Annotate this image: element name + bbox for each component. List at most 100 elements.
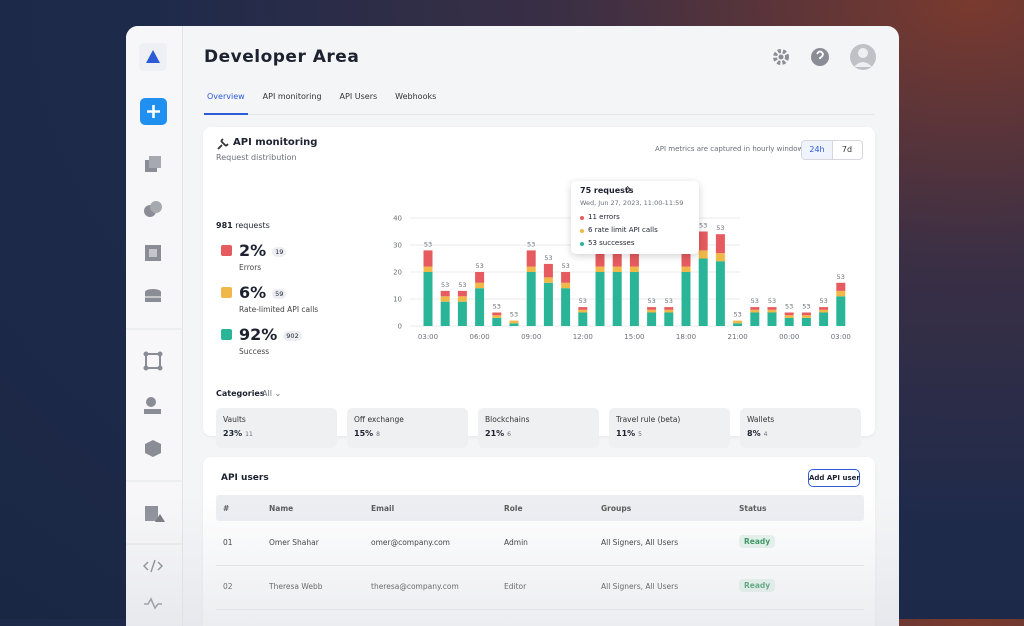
bar-top-label: 53 xyxy=(837,273,845,281)
bar-top-label: 53 xyxy=(493,303,501,311)
bar-top-label: 53 xyxy=(441,281,449,289)
category-count: 5 xyxy=(638,431,642,438)
bar-segment xyxy=(698,231,708,251)
stat-percent: 92% xyxy=(239,325,278,344)
range-option[interactable]: 24h xyxy=(802,141,833,159)
tab[interactable]: Overview xyxy=(204,92,248,115)
tooltip-date: Wed, Jun 27, 2023, 11:00-11:59 xyxy=(580,199,684,207)
bar-segment xyxy=(440,301,450,326)
tooltip: 75 requests Wed, Jun 27, 2023, 11:00-11:5… xyxy=(571,181,699,254)
bar-top-label: 53 xyxy=(716,224,724,232)
bar-segment xyxy=(475,288,485,326)
category-tile[interactable]: Wallets 8% 4 xyxy=(740,408,861,448)
bar-segment xyxy=(698,250,708,259)
bar-top-label: 53 xyxy=(579,297,587,305)
category-tile[interactable]: Blockchains 21% 6 xyxy=(478,408,599,448)
x-tick-label: 00:00 xyxy=(779,333,799,341)
category-stat: 11% 5 xyxy=(616,429,642,438)
bar-segment xyxy=(612,272,622,326)
column-header: Status xyxy=(739,504,767,513)
cell: Admin xyxy=(504,538,528,547)
table-row[interactable]: 01 Omer Shahar omer@company.com Admin All Si… xyxy=(216,521,864,566)
bar-segment xyxy=(836,290,846,297)
category-name: Off exchange xyxy=(354,415,404,424)
bar-segment xyxy=(578,312,588,326)
nav-icon[interactable] xyxy=(145,353,161,369)
category-tile[interactable]: Off exchange 15% 8 xyxy=(347,408,468,448)
x-tick-label: 18:00 xyxy=(676,333,696,341)
stat-check xyxy=(221,287,232,298)
sidebar xyxy=(126,26,183,626)
tab-bar: Overview API monitoring API Users Webhooks xyxy=(204,92,874,115)
bar-segment xyxy=(647,309,657,313)
x-tick-label: 03:00 xyxy=(418,333,438,341)
nav-icon[interactable] xyxy=(144,597,162,610)
plug-icon xyxy=(217,138,229,150)
tab[interactable]: Webhooks xyxy=(395,92,437,101)
category-name: Wallets xyxy=(747,415,775,424)
category-name: Blockchains xyxy=(485,415,530,424)
x-tick-label: 21:00 xyxy=(728,333,748,341)
stat-percent: 2% xyxy=(239,241,267,260)
nav-icon[interactable] xyxy=(146,397,156,407)
bar-segment xyxy=(440,290,450,297)
range-option[interactable]: 7d xyxy=(841,145,853,154)
bar-segment xyxy=(629,266,639,272)
tooltip-dot xyxy=(580,216,584,220)
cell: 01 xyxy=(223,538,233,547)
tooltip-dot xyxy=(580,229,584,233)
bar-segment xyxy=(612,253,622,267)
logo[interactable] xyxy=(146,50,160,63)
tooltip-item: 11 errors xyxy=(588,213,620,221)
category-percent: 11% xyxy=(616,429,636,438)
bar-segment xyxy=(801,317,811,326)
users-title: API users xyxy=(221,473,269,483)
category-percent: 8% xyxy=(747,429,761,438)
bar-segment xyxy=(801,312,811,316)
bar-segment xyxy=(595,266,605,272)
tab[interactable]: API monitoring xyxy=(262,92,322,101)
bar-segment xyxy=(836,296,846,326)
bar-segment xyxy=(715,234,725,254)
y-tick-label: 30 xyxy=(393,242,402,250)
bar-segment xyxy=(836,282,846,291)
bar-segment xyxy=(457,290,467,297)
sidebar-icons xyxy=(126,43,182,610)
bar-top-label: 53 xyxy=(458,281,466,289)
status-badge: Ready xyxy=(739,579,776,592)
y-tick-label: 40 xyxy=(393,215,402,223)
tab[interactable]: API Users xyxy=(339,92,378,101)
x-tick-label: 09:00 xyxy=(521,333,541,341)
bar-segment xyxy=(475,272,485,283)
total-label: requests xyxy=(235,221,270,230)
settings-icon[interactable] xyxy=(773,49,789,65)
bar-segment xyxy=(543,263,553,278)
note: API metrics are captured in hourly windo… xyxy=(655,145,810,153)
category-tile[interactable]: Travel rule (beta) 11% 5 xyxy=(609,408,730,448)
bar-top-label: 53 xyxy=(699,222,707,230)
stat-count: 59 xyxy=(272,289,287,299)
bar-segment xyxy=(681,253,691,267)
bar-segment xyxy=(612,266,622,272)
cell: 02 xyxy=(223,582,233,591)
table-header: # Name Email Role Groups Status xyxy=(216,495,864,521)
page-title: Developer Area xyxy=(204,47,360,67)
column-header: Role xyxy=(504,504,523,513)
stat-label: Success xyxy=(239,347,270,356)
nav-icon[interactable] xyxy=(145,440,161,457)
table-row[interactable]: 02 Theresa Webb theresa@company.com Editor A… xyxy=(216,565,864,610)
categories-filter[interactable]: All ⌄ xyxy=(262,389,282,398)
category-count: 4 xyxy=(763,431,768,438)
add-user-button[interactable]: Add API user xyxy=(808,469,860,487)
category-tile[interactable]: Vaults 23% 11 xyxy=(216,408,337,448)
bar-segment xyxy=(543,282,553,326)
bar-segment xyxy=(733,323,743,326)
nav-icon[interactable] xyxy=(143,559,163,573)
bar-top-label: 53 xyxy=(561,262,569,270)
bar-segment xyxy=(595,253,605,267)
bar-segment xyxy=(664,312,674,326)
bar-segment xyxy=(801,315,811,318)
nav-icon[interactable] xyxy=(145,506,158,521)
cell: Theresa Webb xyxy=(269,582,323,591)
stat-label: Errors xyxy=(239,263,262,272)
